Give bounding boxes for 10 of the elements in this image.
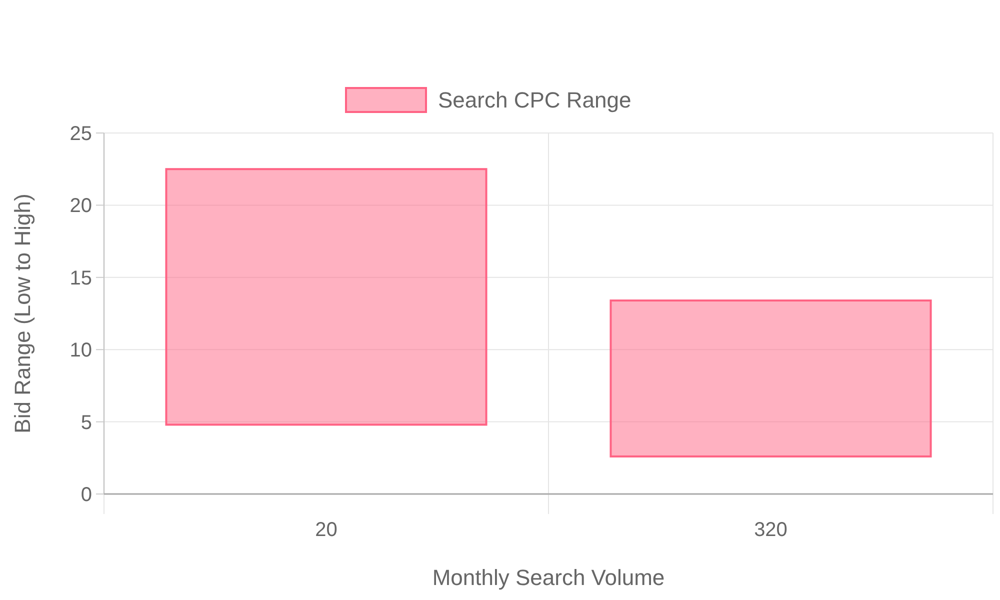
x-tick-label: 320 (754, 519, 788, 541)
legend-label: Search CPC Range (438, 88, 632, 113)
y-axis-title: Bid Range (Low to High) (10, 194, 35, 434)
y-tick-label: 25 (70, 123, 92, 145)
y-tick-label: 5 (80, 412, 92, 434)
y-tick-label: 20 (70, 195, 92, 218)
y-tick-label: 15 (70, 267, 92, 290)
x-axis-title: Monthly Search Volume (432, 565, 665, 590)
y-tick-label: 10 (70, 340, 92, 362)
y-tick-label: 0 (80, 484, 92, 506)
